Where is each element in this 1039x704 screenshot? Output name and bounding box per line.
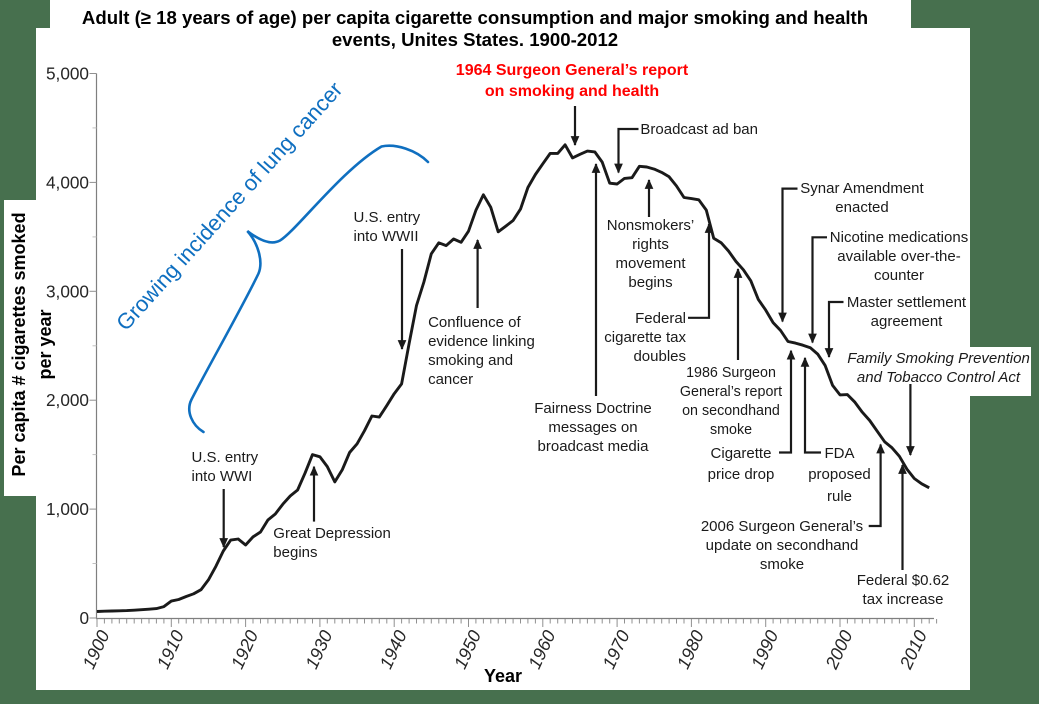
svg-text:1960: 1960 <box>524 627 559 672</box>
svg-text:1950: 1950 <box>450 627 485 672</box>
svg-text:2010: 2010 <box>895 627 930 673</box>
svg-text:1940: 1940 <box>376 627 411 672</box>
svg-text:1930: 1930 <box>301 627 336 672</box>
svg-text:4,000: 4,000 <box>46 172 89 192</box>
svg-text:1980: 1980 <box>673 627 708 672</box>
svg-text:2000: 2000 <box>821 627 856 673</box>
svg-text:1900: 1900 <box>79 627 114 672</box>
svg-text:1910: 1910 <box>153 627 188 672</box>
svg-text:1990: 1990 <box>747 627 782 672</box>
svg-text:5,000: 5,000 <box>46 64 89 84</box>
svg-text:1920: 1920 <box>227 627 262 672</box>
svg-text:per year: per year <box>35 309 55 379</box>
svg-text:Growing incidence of lung canc: Growing incidence of lung cancer <box>111 77 347 335</box>
svg-text:1970: 1970 <box>599 627 634 672</box>
svg-text:2,000: 2,000 <box>46 390 89 410</box>
svg-text:1,000: 1,000 <box>46 499 89 519</box>
svg-text:Per capita # cigarettes smoked: Per capita # cigarettes smoked <box>9 212 29 476</box>
svg-text:0: 0 <box>79 608 89 628</box>
svg-text:3,000: 3,000 <box>46 281 89 301</box>
